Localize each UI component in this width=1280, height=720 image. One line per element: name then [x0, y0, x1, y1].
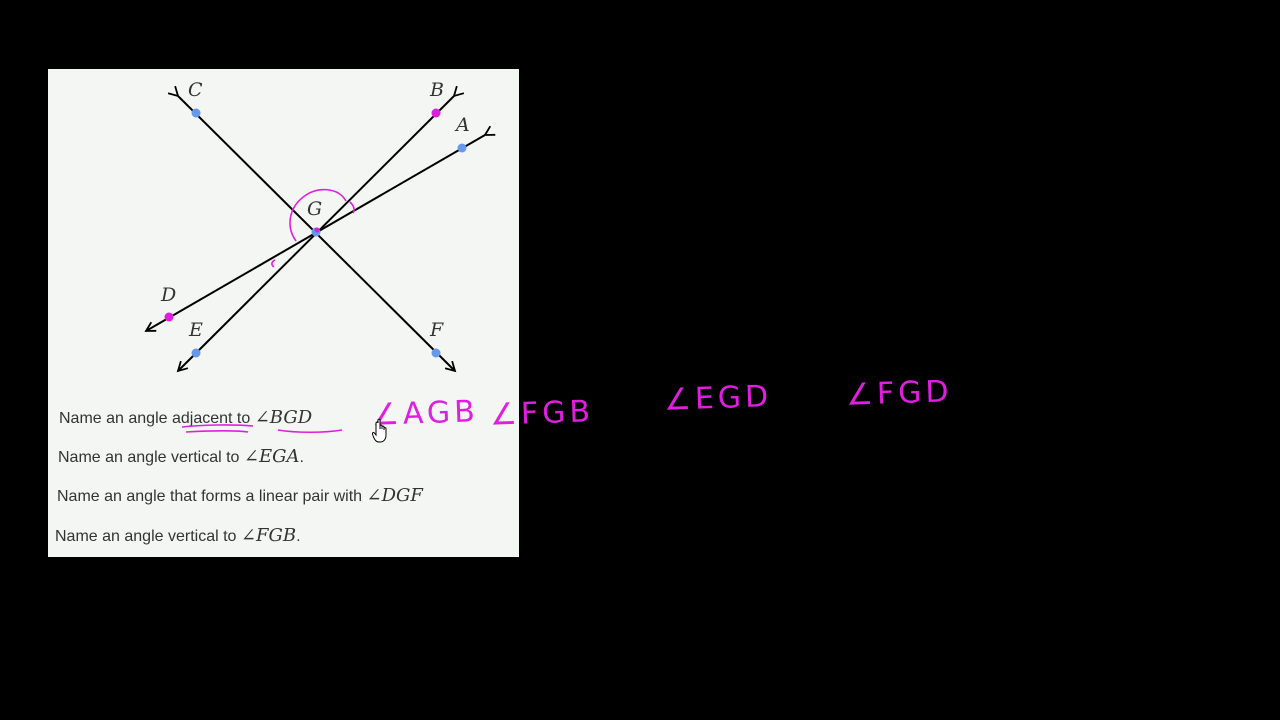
- point-g-highlight: [314, 227, 320, 233]
- point-b: [431, 108, 441, 118]
- question-1-angle: ∠BGD: [254, 407, 313, 428]
- question-4-suffix: .: [296, 528, 301, 545]
- point-d: [164, 312, 174, 322]
- handwritten-answer-2: ∠FGB: [489, 394, 595, 433]
- question-4: Name an angle vertical to ∠FGB.: [55, 525, 301, 546]
- question-1-keyword: adjacent: [171, 410, 233, 427]
- label-b: B: [429, 79, 444, 101]
- point-e: [191, 348, 201, 358]
- label-f: F: [429, 319, 444, 341]
- question-2-suffix: .: [299, 449, 304, 466]
- label-c: C: [188, 79, 203, 101]
- question-1: Name an angle adjacent to ∠BGD: [59, 407, 312, 428]
- handwritten-answer-4: ∠FGD: [845, 374, 954, 413]
- point-c: [191, 108, 201, 118]
- question-4-prefix: Name an angle vertical to: [55, 528, 241, 545]
- label-a: A: [454, 114, 470, 136]
- question-1-middle: to: [232, 410, 255, 427]
- label-g: G: [307, 198, 322, 220]
- label-e: E: [188, 319, 203, 341]
- question-1-prefix: Name an angle: [59, 410, 172, 427]
- question-3: Name an angle that forms a linear pair w…: [57, 485, 423, 506]
- question-4-angle: ∠FGB: [240, 525, 297, 546]
- intersecting-lines-diagram: C B A G D E F: [144, 79, 496, 373]
- label-d: D: [160, 284, 176, 306]
- point-f: [431, 348, 441, 358]
- exercise-panel: C B A G D E F Name an angle adjacent to …: [48, 69, 519, 557]
- question-2: Name an angle vertical to ∠EGA.: [58, 446, 304, 467]
- question-2-prefix: Name an angle vertical to: [58, 449, 244, 466]
- question-3-angle: ∠DGF: [366, 485, 423, 506]
- angle-mark-egd: [271, 259, 276, 268]
- point-a: [457, 143, 467, 153]
- handwritten-answer-3: ∠EGD: [663, 379, 773, 418]
- angle-mark-bgd: [289, 188, 347, 242]
- question-2-angle: ∠EGA: [243, 446, 300, 467]
- hand-pointer-icon: [372, 418, 387, 443]
- angle-mark-agb: [349, 201, 355, 214]
- question-3-prefix: Name an angle that forms a linear pair w…: [57, 488, 367, 505]
